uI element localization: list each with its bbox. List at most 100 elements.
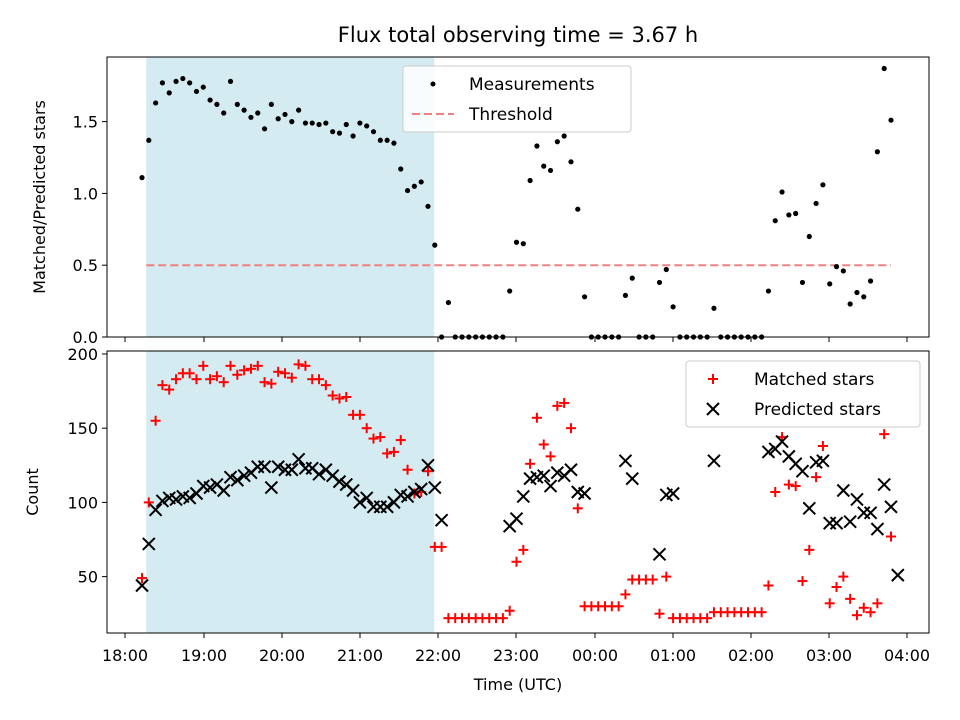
top-y-tick-label: 0.5 [73, 256, 98, 275]
matched-star-point [858, 602, 869, 613]
bottom-y-tick-label: 50 [78, 568, 98, 587]
measurement-point [139, 175, 145, 181]
measurement-point [404, 187, 411, 194]
measurement-point [813, 200, 819, 207]
x-tick-label: 19:00 [181, 646, 227, 665]
matched-star-point [239, 365, 250, 376]
top-y-tick-label: 1.0 [73, 184, 98, 203]
matched-star-point [368, 433, 379, 444]
matched-star-point [838, 571, 849, 582]
matched-star-point [143, 497, 154, 508]
predicted-star-point [857, 506, 871, 520]
matched-star-point [504, 605, 515, 616]
x-axis-label: Time (UTC) [473, 675, 562, 694]
predicted-star-point [775, 434, 789, 449]
predicted-star-point [135, 578, 149, 593]
measurement-point [255, 110, 261, 116]
bottom-legend: Matched stars Predicted stars [685, 360, 921, 428]
matched-star-point [763, 580, 774, 591]
predicted-star-point [550, 465, 565, 480]
predicted-star-point [884, 500, 898, 514]
matched-star-point [245, 363, 256, 374]
matched-star-point [218, 377, 229, 388]
predicted-star-point [577, 486, 592, 501]
top-legend-box [402, 65, 632, 133]
x-tick-label: 20:00 [259, 646, 305, 665]
predicted-star-point [155, 494, 170, 508]
measurement-point [302, 120, 309, 126]
predicted-star-point [312, 467, 326, 481]
top-y-ticks: 0.0 0.5 1.0 1.5 [73, 113, 107, 347]
predicted-star-point [237, 468, 251, 483]
measurement-point [391, 140, 397, 146]
matched-star-point [559, 397, 570, 408]
predicted-star-point [761, 445, 776, 459]
bottom-y-tick-label: 200 [67, 345, 98, 364]
predicted-star-point [380, 500, 394, 514]
measurement-point [847, 301, 853, 307]
matched-star-point [552, 400, 563, 411]
measurement-point [398, 166, 404, 172]
measurement-point [309, 120, 315, 126]
legend-measurements-label: Measurements [469, 75, 595, 95]
x-tick-label: 02:00 [728, 646, 774, 665]
top-x-ticks [124, 337, 908, 342]
measurement-point [248, 114, 254, 120]
measurement-point [629, 275, 635, 281]
measurement-point [888, 117, 894, 123]
predicted-star-point [863, 506, 878, 520]
predicted-star-point [843, 514, 857, 529]
measurement-point [330, 129, 336, 135]
matched-star-point [872, 598, 883, 609]
legend-threshold-label: Threshold [468, 105, 553, 125]
matched-star-point [157, 380, 168, 391]
matched-star-point [702, 613, 713, 624]
matched-star-point [770, 487, 781, 497]
matched-star-point [790, 481, 801, 492]
measurement-point [534, 143, 540, 149]
predicted-star-point [148, 503, 163, 517]
predicted-star-point [346, 483, 360, 498]
measurement-point [513, 239, 520, 245]
x-tick-label: 18:00 [102, 646, 148, 665]
predicted-star-point [652, 547, 667, 562]
matched-star-point [327, 390, 338, 401]
matched-star-point [831, 581, 842, 592]
predicted-star-point [816, 454, 830, 468]
matched-star-point [361, 423, 372, 434]
x-tick-label: 00:00 [572, 646, 618, 665]
matched-star-point [518, 544, 529, 555]
matched-star-point [184, 368, 195, 379]
predicted-star-point [182, 491, 197, 505]
matched-star-point [137, 573, 147, 584]
matched-star-point [756, 607, 767, 618]
predicted-star-point [264, 480, 279, 495]
measurement-point [425, 203, 431, 209]
matched-star-point [225, 360, 236, 371]
measurement-point [343, 121, 349, 128]
measurement-point [153, 100, 159, 106]
measurement-point [370, 129, 377, 135]
measurement-point [527, 177, 533, 184]
matched-star-point [851, 610, 862, 621]
measurement-point [779, 189, 785, 195]
measurement-point [193, 88, 200, 95]
matched-star-point [395, 435, 406, 446]
legend-predicted-label: Predicted stars [754, 400, 881, 420]
matched-star-point [531, 412, 542, 423]
measurement-point [663, 266, 669, 273]
bottom-y-axis-label: Count [23, 468, 42, 516]
matched-star-point [565, 423, 576, 434]
predicted-star-point [850, 492, 864, 507]
measurement-point [806, 233, 812, 240]
x-tick-label: 23:00 [493, 646, 539, 665]
measurement-point [854, 289, 860, 296]
matched-star-point [252, 360, 263, 371]
predicted-star-point [625, 471, 639, 486]
measurement-point [867, 278, 874, 284]
bottom-x-ticks: 18:00 19:00 20:00 21:00 22:00 23:00 00:00 01:00… [102, 633, 930, 665]
measurement-point [765, 288, 772, 294]
measurement-point [561, 133, 567, 139]
measurement-point [827, 281, 833, 287]
